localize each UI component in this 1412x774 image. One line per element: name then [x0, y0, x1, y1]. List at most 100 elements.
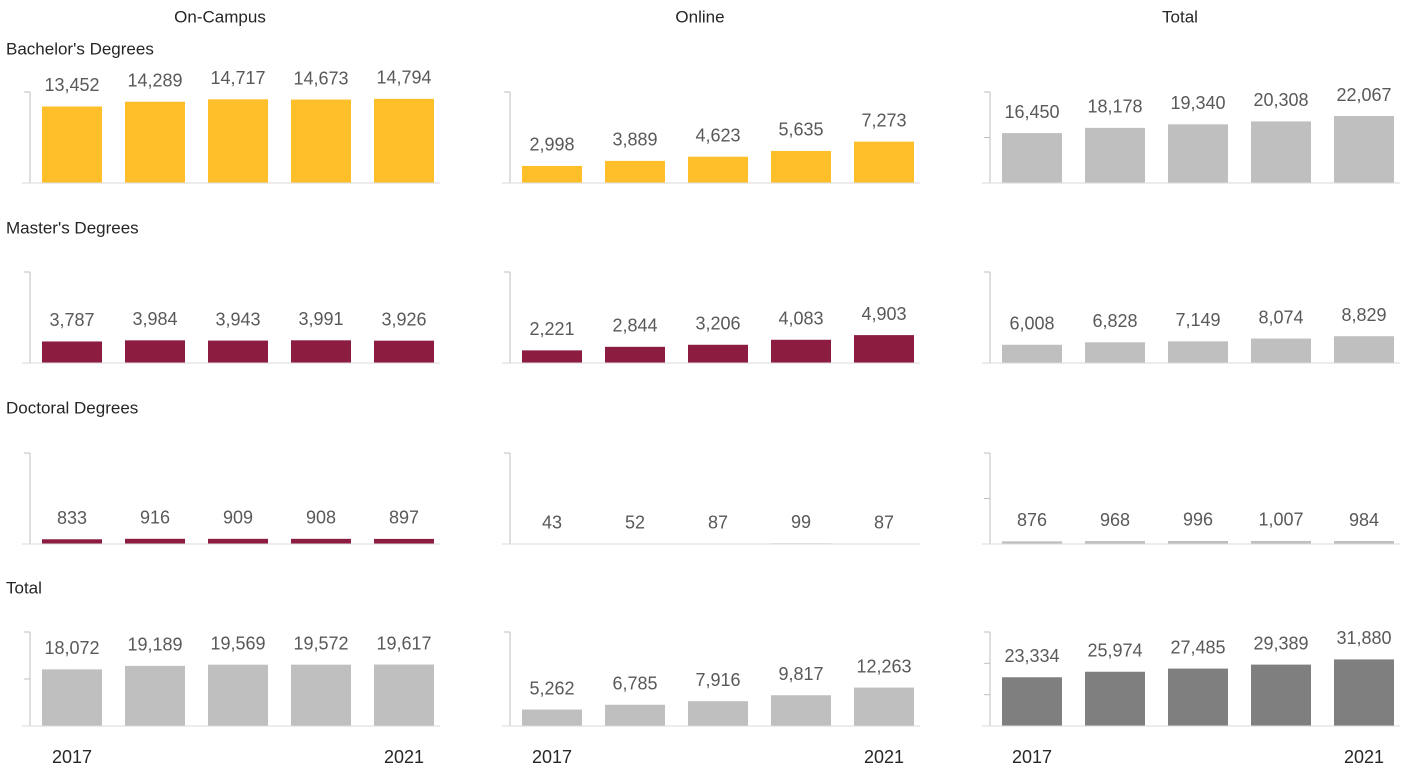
bar	[854, 335, 914, 363]
value-label: 2,998	[529, 135, 574, 155]
bar	[1251, 540, 1311, 544]
value-label: 18,178	[1087, 97, 1142, 117]
value-label: 27,485	[1170, 637, 1225, 657]
value-label: 19,617	[376, 633, 431, 653]
bar	[42, 669, 102, 726]
value-label: 20,308	[1253, 90, 1308, 110]
bar	[771, 339, 831, 363]
value-label: 4,623	[695, 125, 740, 145]
value-label: 908	[306, 508, 336, 528]
value-label: 99	[791, 512, 811, 532]
value-label: 6,008	[1009, 314, 1054, 334]
value-label: 14,289	[127, 70, 182, 90]
column-header: Total	[1162, 7, 1198, 26]
value-label: 19,572	[293, 633, 348, 653]
value-label: 29,389	[1253, 633, 1308, 653]
bar	[1251, 664, 1311, 726]
bar	[1251, 338, 1311, 363]
bar	[42, 106, 102, 183]
value-label: 43	[542, 513, 562, 533]
value-label: 14,717	[210, 68, 265, 88]
value-label: 13,452	[44, 75, 99, 95]
value-label: 909	[223, 508, 253, 528]
bar	[1168, 341, 1228, 363]
value-label: 984	[1349, 510, 1379, 530]
value-label: 5,635	[778, 120, 823, 140]
bar	[688, 156, 748, 183]
bar	[1085, 541, 1145, 544]
bar	[1334, 541, 1394, 544]
bar	[291, 340, 351, 363]
column-header: On-Campus	[174, 7, 266, 26]
value-label: 19,340	[1170, 93, 1225, 113]
x-tick-label: 2021	[864, 747, 904, 767]
bar	[1168, 668, 1228, 726]
value-label: 52	[625, 512, 645, 532]
bar	[1002, 344, 1062, 363]
bar	[208, 664, 268, 726]
value-label: 18,072	[44, 638, 99, 658]
bar	[208, 340, 268, 363]
bar	[125, 665, 185, 726]
x-tick-label: 2021	[384, 747, 424, 767]
row-label: Master's Degrees	[6, 218, 139, 237]
value-label: 7,916	[695, 670, 740, 690]
value-label: 7,273	[861, 110, 906, 130]
value-label: 3,787	[49, 310, 94, 330]
value-label: 876	[1017, 510, 1047, 530]
bar	[854, 141, 914, 183]
bar	[125, 538, 185, 544]
bar	[1085, 671, 1145, 726]
row-label: Bachelor's Degrees	[6, 39, 154, 58]
value-label: 2,844	[612, 316, 657, 336]
x-tick-label: 2021	[1344, 747, 1384, 767]
x-tick-label: 2017	[1012, 747, 1052, 767]
row-label: Doctoral Degrees	[6, 398, 138, 417]
value-label: 968	[1100, 510, 1130, 530]
bar	[1002, 133, 1062, 183]
bar	[688, 344, 748, 363]
bar	[42, 341, 102, 363]
value-label: 4,903	[861, 304, 906, 324]
bar	[854, 687, 914, 726]
value-label: 87	[708, 512, 728, 532]
bar	[291, 538, 351, 544]
value-label: 2,221	[529, 319, 574, 339]
value-label: 3,889	[612, 130, 657, 150]
value-label: 12,263	[856, 656, 911, 676]
bar	[522, 165, 582, 183]
value-label: 3,206	[695, 314, 740, 334]
value-label: 833	[57, 508, 87, 528]
value-label: 14,794	[376, 68, 431, 88]
value-label: 16,450	[1004, 102, 1059, 122]
value-label: 8,829	[1341, 305, 1386, 325]
bar	[291, 99, 351, 183]
bar	[1085, 342, 1145, 363]
value-label: 87	[874, 512, 894, 532]
bar	[771, 150, 831, 183]
bar	[771, 695, 831, 726]
value-label: 19,569	[210, 633, 265, 653]
value-label: 6,828	[1092, 311, 1137, 331]
value-label: 1,007	[1258, 510, 1303, 530]
bar	[1251, 121, 1311, 183]
value-label: 3,984	[132, 309, 177, 329]
bar	[208, 538, 268, 544]
bar	[42, 539, 102, 544]
value-label: 4,083	[778, 309, 823, 329]
value-label: 3,943	[215, 309, 260, 329]
value-label: 8,074	[1258, 307, 1303, 327]
x-tick-label: 2017	[532, 747, 572, 767]
bar	[374, 98, 434, 183]
bar	[1334, 116, 1394, 183]
bar	[1168, 124, 1228, 183]
bar	[291, 664, 351, 726]
bar	[522, 350, 582, 363]
value-label: 5,262	[529, 678, 574, 698]
value-label: 22,067	[1336, 85, 1391, 105]
bar	[605, 346, 665, 363]
value-label: 3,991	[298, 309, 343, 329]
column-header: Online	[675, 7, 724, 26]
value-label: 996	[1183, 510, 1213, 530]
